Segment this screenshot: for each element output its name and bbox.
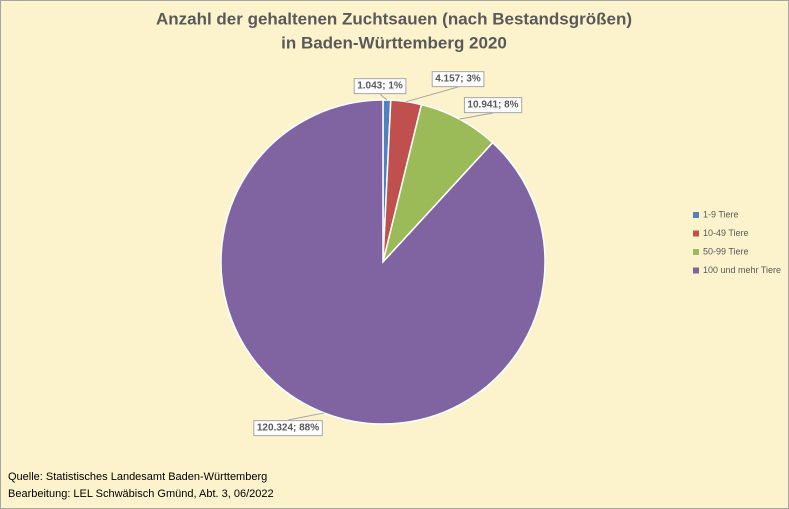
data-label: 120.324; 88% <box>257 423 319 434</box>
chart-title: Anzahl der gehaltenen Zuchtsauen (nach B… <box>156 9 632 28</box>
legend-label: 100 und mehr Tiere <box>703 265 781 275</box>
data-label: 4.157; 3% <box>435 74 481 85</box>
source-note: Quelle: Statistisches Landesamt Baden-Wü… <box>8 471 267 483</box>
legend-swatch <box>693 249 699 255</box>
data-label-box <box>431 71 485 88</box>
data-label: 10.941; 8% <box>467 100 518 111</box>
legend-swatch <box>693 230 699 237</box>
data-label-box <box>353 78 407 95</box>
leader-line <box>459 112 494 120</box>
leader-line <box>287 412 325 421</box>
legend-swatch <box>693 267 699 274</box>
legend-label: 50-99 Tiere <box>703 246 749 256</box>
legend-label: 10-49 Tiere <box>703 228 749 238</box>
data-label: 1.043; 1% <box>357 81 403 92</box>
legend-label: 1-9 Tiere <box>703 209 739 219</box>
data-label-box <box>253 420 323 437</box>
pie-slice <box>220 99 546 425</box>
leader-line <box>406 86 459 103</box>
data-label-box <box>463 97 523 114</box>
legend-swatch <box>693 212 699 218</box>
leader-line <box>379 93 388 101</box>
chart-title: in Baden-Württemberg 2020 <box>281 33 507 52</box>
source-note: Bearbeitung: LEL Schwäbisch Gmünd, Abt. … <box>8 488 274 500</box>
